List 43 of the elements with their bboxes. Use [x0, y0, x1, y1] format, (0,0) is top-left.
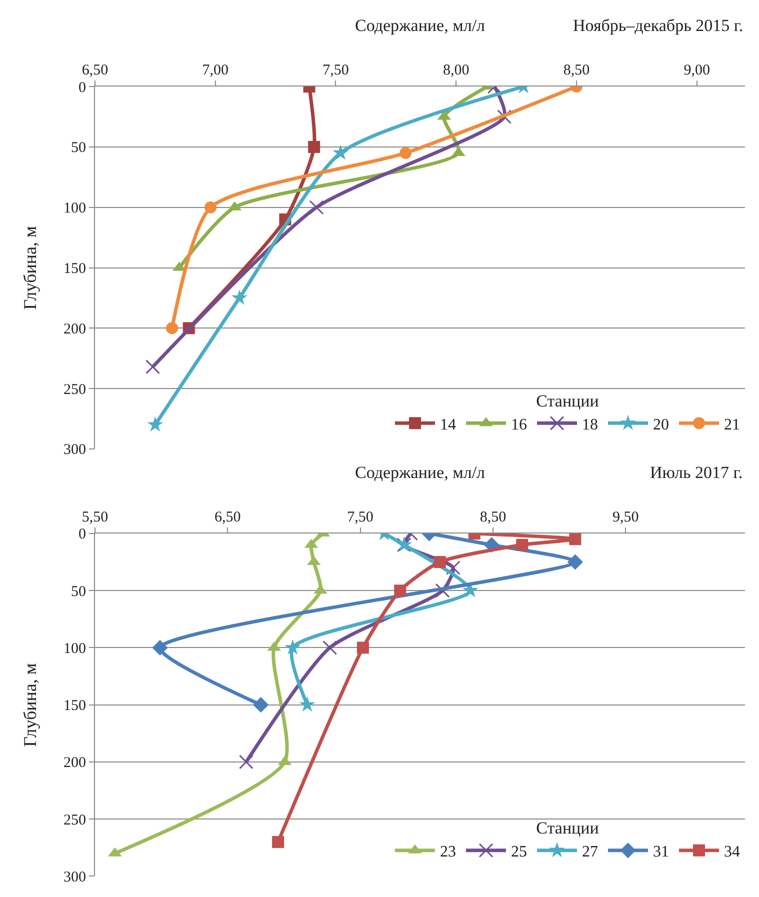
x-tick-label: 8,00 [442, 62, 470, 79]
y-tick-label: 300 [64, 442, 86, 458]
y-axis-title: Глубина, м [20, 226, 40, 310]
legend-label: 23 [440, 844, 456, 861]
y-tick-label: 50 [71, 140, 86, 156]
x-tick-label: 7,50 [322, 62, 349, 79]
legend-label: 16 [511, 416, 527, 434]
y-tick-label: 100 [64, 200, 86, 217]
y-tick-label: 150 [64, 261, 86, 278]
x-tick-label: 6,50 [214, 509, 241, 526]
legend-label: 20 [653, 416, 669, 434]
y-tick-label: 150 [64, 698, 86, 714]
x-axis-title: Содержание, мл/л [355, 463, 486, 482]
legend-title: Станции [536, 818, 599, 838]
y-tick-label: 300 [64, 869, 86, 886]
chart-title: Июль 2017 г. [650, 463, 743, 482]
x-tick-label: 7,50 [347, 509, 374, 526]
x-tick-label: 9,50 [612, 509, 639, 526]
x-tick-label: 7,00 [202, 62, 228, 79]
legend-label: 14 [440, 416, 456, 434]
legend-label: 31 [653, 844, 669, 861]
legend-title: Станции [536, 391, 599, 410]
chart-title: Ноябрь–декабрь 2015 г. [573, 16, 744, 35]
legend-label: 25 [511, 844, 527, 861]
y-tick-label: 250 [64, 382, 86, 398]
x-tick-label: 8,50 [480, 509, 506, 526]
y-axis-title: Глубина, м [20, 663, 40, 747]
y-tick-label: 250 [64, 812, 86, 828]
legend-label: 27 [582, 844, 598, 861]
x-tick-label: 5,50 [82, 509, 108, 526]
y-tick-label: 100 [64, 640, 86, 657]
x-tick-label: 6,50 [82, 62, 108, 79]
x-tick-label: 9,00 [684, 62, 710, 79]
legend-label: 21 [724, 416, 740, 434]
x-axis-title: Содержание, мл/л [355, 16, 486, 35]
y-tick-label: 0 [78, 80, 86, 96]
x-tick-label: 8,50 [563, 62, 590, 79]
legend-label: 34 [724, 844, 740, 861]
y-tick-label: 0 [78, 526, 86, 543]
legend-label: 18 [582, 416, 598, 434]
y-tick-label: 200 [64, 321, 86, 338]
y-tick-label: 50 [71, 584, 86, 600]
y-tick-label: 200 [64, 755, 86, 772]
